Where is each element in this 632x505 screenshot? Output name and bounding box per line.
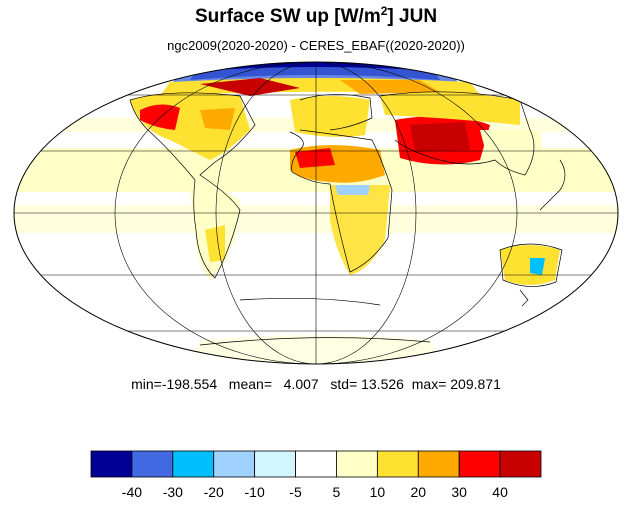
- colorbar-swatch: [131, 450, 174, 478]
- colorbar-tick-label: 30: [451, 484, 467, 500]
- colorbar-tick-label: 10: [369, 484, 386, 500]
- colorbar-tick-label: 20: [410, 484, 427, 500]
- colorbar-swatch: [376, 450, 419, 478]
- colorbar-labels: -40 -30 -20 -10 -5 5 10 20 30 40: [0, 484, 632, 504]
- colorbar-swatch: [458, 450, 501, 478]
- colorbar-tick-label: -30: [162, 484, 183, 500]
- colorbar-tick-label: 40: [492, 484, 508, 500]
- stats-line: min=-198.554 mean= 4.007 std= 13.526 max…: [131, 376, 501, 392]
- coastlines: [129, 91, 566, 346]
- colorbar-tick-label: 5: [332, 484, 341, 500]
- colorbar: [90, 450, 542, 478]
- colorbar-tick-label: -40: [121, 484, 143, 500]
- colorbar-tick-label: -5: [289, 484, 302, 500]
- colorbar-tick-label: -20: [203, 484, 224, 500]
- colorbar-swatch: [213, 450, 256, 478]
- colorbar-swatch: [295, 450, 337, 478]
- plot-title: Surface SW up [W/m2] JUN: [194, 4, 438, 27]
- colorbar-swatch: [172, 450, 215, 478]
- colorbar-swatch: [336, 450, 378, 478]
- colorbar-swatch: [90, 450, 133, 478]
- colorbar-swatch: [499, 450, 542, 478]
- world-map: [13, 61, 619, 365]
- map-outline: [13, 61, 619, 365]
- colorbar-swatch: [417, 450, 460, 478]
- colorbar-swatch: [254, 450, 296, 478]
- plot-subtitle: ngc2009(2020-2020) - CERES_EBAF((2020-20…: [167, 38, 465, 53]
- colorbar-tick-label: -10: [244, 484, 265, 500]
